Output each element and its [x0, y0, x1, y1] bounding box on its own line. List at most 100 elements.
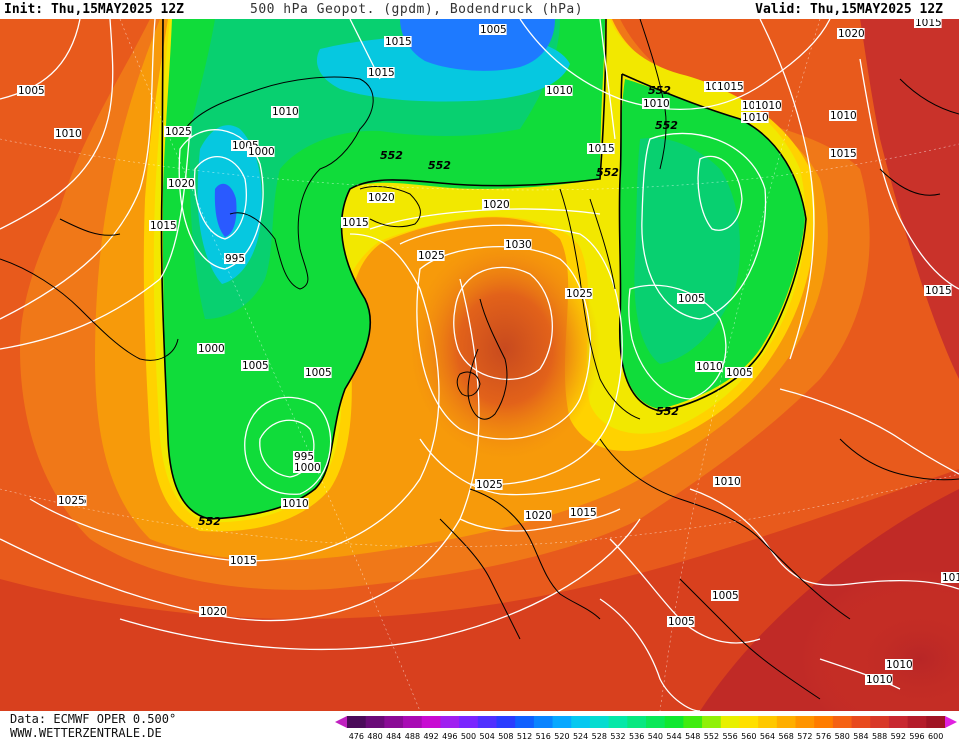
colorbar-tick-label: 564 [760, 732, 775, 741]
colorbar-tick-label: 568 [779, 732, 794, 741]
field-green2-east [634, 138, 740, 364]
isobar-label: 1015 [229, 555, 257, 567]
isobar-labels: 1005101510151005101010101025101010051000… [17, 19, 959, 686]
isobar-label: 1020 [837, 28, 865, 40]
colorbar-swatch [739, 716, 759, 728]
svg-text:1010: 1010 [696, 361, 723, 373]
colorbar-swatch [440, 716, 460, 728]
svg-text:101: 101 [942, 572, 959, 584]
isobar-label: 1010 [713, 476, 741, 488]
svg-text:1015: 1015 [230, 555, 257, 567]
isobar-label: 1005 [711, 590, 739, 602]
svg-text:995: 995 [294, 451, 314, 463]
colorbar-tick-label: 592 [891, 732, 906, 741]
svg-text:1010: 1010 [546, 85, 573, 97]
colorbar-tick-label: 580 [835, 732, 850, 741]
colorbar-tick-label: 560 [741, 732, 756, 741]
isobar-label: 1015 [149, 220, 177, 232]
label-552: 552 [655, 119, 678, 132]
graticule [0, 19, 959, 711]
isobar-label: 1015 [569, 507, 597, 519]
svg-text:1015: 1015 [925, 285, 952, 297]
isobar-label: 1000 [293, 462, 321, 474]
colorbar-tick-label: 504 [480, 732, 495, 741]
colorbar-tick-label: 556 [722, 732, 737, 741]
colorbar-tick-label: 508 [498, 732, 513, 741]
contour-552-east [618, 73, 807, 412]
isobar-label: 1015 [587, 143, 615, 155]
colorbar-swatch [664, 716, 684, 728]
svg-text:1025: 1025 [165, 126, 192, 138]
field-east-warm [800, 569, 959, 711]
svg-text:1025: 1025 [418, 250, 445, 262]
colorbar-tick-label: 540 [648, 732, 663, 741]
label-552: 552 [596, 166, 619, 179]
isobar-label: 1010 [281, 498, 309, 510]
contour-552-labels: 552 552 552 552 552 552 552 [198, 84, 679, 528]
label-552: 552 [428, 159, 451, 172]
isobar-label: 1015 [829, 148, 857, 160]
svg-text:1005: 1005 [18, 85, 45, 97]
svg-text:1005: 1005 [726, 367, 753, 379]
svg-text:1010: 1010 [755, 100, 782, 112]
colorbar-swatch [384, 716, 404, 728]
colorbar-swatch [814, 716, 834, 728]
isobar-label: 1010 [741, 112, 769, 124]
svg-text:1005: 1005 [668, 616, 695, 628]
label-552: 552 [380, 149, 403, 162]
isobar-label: 1005 [479, 24, 507, 36]
svg-text:1015: 1015 [830, 148, 857, 160]
colorbar-tick-label: 552 [704, 732, 719, 741]
colorbar-swatch [365, 716, 385, 728]
svg-text:1025: 1025 [58, 495, 85, 507]
colorbar-tick-label: 572 [797, 732, 812, 741]
isobar-label: 1015 [384, 36, 412, 48]
svg-text:1025: 1025 [476, 479, 503, 491]
svg-text:1005: 1005 [305, 367, 332, 379]
colorbar-swatch [608, 716, 628, 728]
isobar-label: 1010 [754, 100, 782, 112]
isobars [0, 19, 959, 711]
colorbar-swatch [758, 716, 778, 728]
svg-text:1000: 1000 [294, 462, 321, 474]
colorbar-tick-label: 596 [909, 732, 924, 741]
isobar-label: 1020 [199, 606, 227, 618]
colorbar-swatch [888, 716, 909, 728]
isobar-label: 1010 [829, 110, 857, 122]
colorbar-tick-label: 520 [554, 732, 569, 741]
colorbar-tick-label: 536 [629, 732, 644, 741]
label-552: 552 [198, 515, 221, 528]
isobar-label: 1015 [716, 81, 744, 93]
svg-text:1010: 1010 [272, 106, 299, 118]
colorbar-tick-label: 516 [536, 732, 551, 741]
isobar-label: 1000 [247, 146, 275, 158]
svg-text:1015: 1015 [368, 67, 395, 79]
isobar-label: 1010 [865, 674, 893, 686]
svg-text:1015: 1015 [717, 81, 744, 93]
colorbar-tick-label: 576 [816, 732, 831, 741]
svg-text:1015: 1015 [385, 36, 412, 48]
isobar-label: 1005 [725, 367, 753, 379]
isobar-label: 101 [941, 572, 959, 584]
colorbar-swatch [776, 716, 796, 728]
colorbar-swatch [870, 716, 890, 728]
isobar-label: 1010 [642, 98, 670, 110]
isobar-label: 1005 [304, 367, 332, 379]
colorbar-swatch [589, 716, 610, 728]
field-blue-north [400, 19, 555, 71]
colorbar-swatch [720, 716, 740, 728]
colorbar-swatch [926, 716, 946, 728]
website: WWW.WETTERZENTRALE.DE [10, 726, 162, 740]
isobar-label: 1005 [667, 616, 695, 628]
colorbar-swatch [627, 716, 647, 728]
svg-text:1020: 1020 [525, 510, 552, 522]
colorbar-tick-label: 476 [349, 732, 364, 741]
svg-text:1000: 1000 [248, 146, 275, 158]
map-canvas: 552 552 552 552 552 552 552 100510151015… [0, 19, 959, 711]
weather-map: 552 552 552 552 552 552 552 1005 1015 1015… [0, 19, 959, 711]
colorbar-tick-label: 528 [592, 732, 607, 741]
colorbar-swatch [496, 716, 516, 728]
colorbar-swatch [683, 716, 703, 728]
colorbar-tick-label: 480 [367, 732, 382, 741]
svg-text:1005: 1005 [678, 293, 705, 305]
